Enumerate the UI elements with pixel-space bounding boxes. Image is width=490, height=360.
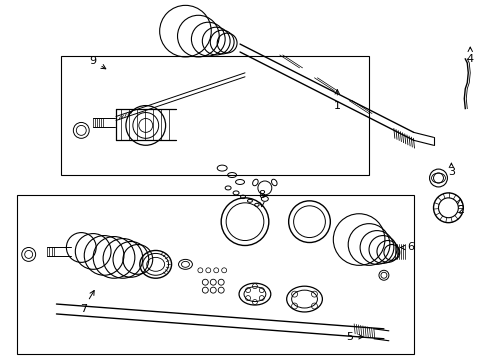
Text: 9: 9	[90, 56, 106, 69]
Text: 1: 1	[334, 90, 341, 111]
Text: 4: 4	[466, 47, 474, 64]
Text: 6: 6	[401, 243, 414, 252]
Text: 2: 2	[457, 199, 464, 215]
Text: 7: 7	[80, 291, 94, 314]
Text: 3: 3	[448, 163, 455, 177]
Text: 8: 8	[258, 190, 266, 207]
Text: 5: 5	[345, 332, 363, 342]
